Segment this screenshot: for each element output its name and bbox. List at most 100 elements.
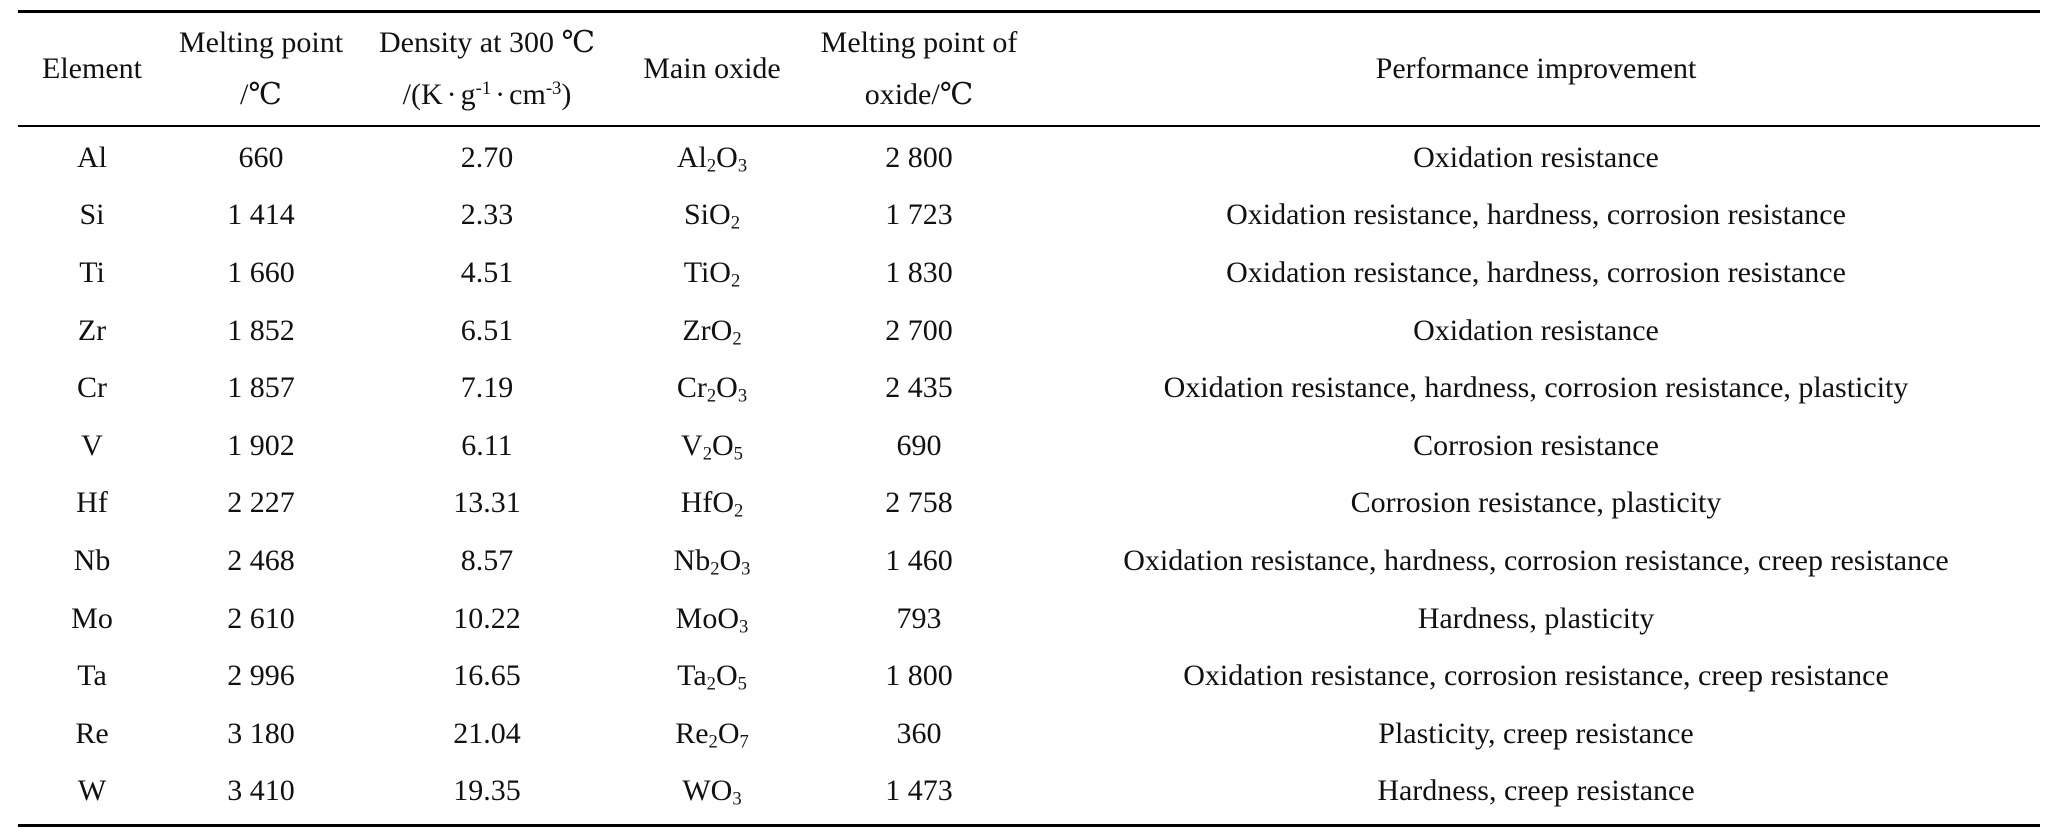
cell-melting-point: 3 410 bbox=[227, 774, 295, 808]
oxide-subscript: 5 bbox=[737, 673, 747, 695]
cell-oxide-melting-point: 360 bbox=[896, 716, 942, 750]
cell-melting-point: 1 660 bbox=[227, 255, 295, 289]
cell-element: Re bbox=[75, 716, 109, 750]
density-unit-g-exponent: -1 bbox=[475, 77, 492, 99]
cell-performance: Corrosion resistance bbox=[1413, 428, 1659, 462]
table-top-rule bbox=[18, 10, 2040, 13]
cell-density: 2.70 bbox=[460, 140, 514, 174]
cell-oxide-melting-point: 2 435 bbox=[885, 371, 953, 405]
table-bottom-rule bbox=[18, 824, 2040, 828]
cell-oxide-melting-point: 2 758 bbox=[885, 486, 953, 520]
cell-melting-point: 1 414 bbox=[227, 198, 295, 232]
cell-density: 2.33 bbox=[460, 198, 514, 232]
cell-element: Hf bbox=[76, 486, 108, 520]
density-unit-close: ) bbox=[561, 78, 572, 111]
cell-main-oxide: Re2O7 bbox=[618, 716, 806, 753]
table-row: Zr 1 852 6.51 ZrO2 2 700 Oxidation resistance bbox=[18, 302, 2040, 360]
cell-performance: Oxidation resistance, hardness, corrosio… bbox=[1226, 255, 1846, 289]
cell-oxide-melting-point: 1 800 bbox=[885, 659, 953, 693]
oxide-symbol: O bbox=[712, 428, 734, 462]
cell-performance: Oxidation resistance, hardness, corrosio… bbox=[1163, 371, 1909, 405]
cell-melting-point: 1 857 bbox=[227, 371, 295, 405]
cell-main-oxide: Al2O3 bbox=[618, 140, 806, 175]
oxide-symbol: Re bbox=[675, 716, 709, 750]
oxide-subscript: 2 bbox=[730, 213, 740, 235]
header-density-line1: Density at 300 ℃ bbox=[378, 26, 596, 59]
cell-density: 7.19 bbox=[460, 371, 514, 405]
cell-performance: Plasticity, creep resistance bbox=[1378, 716, 1694, 750]
cell-melting-point: 2 610 bbox=[227, 601, 295, 635]
cell-element: Ta bbox=[77, 659, 107, 693]
cell-oxide-melting-point: 1 473 bbox=[885, 774, 953, 808]
table-header-row: Element Melting point /℃ Density at 300 … bbox=[18, 13, 2040, 125]
oxide-subscript: 3 bbox=[732, 788, 742, 810]
cell-main-oxide: V2O5 bbox=[618, 428, 806, 465]
oxide-symbol: O bbox=[719, 543, 742, 577]
cell-density: 8.57 bbox=[460, 543, 514, 577]
oxide-symbol: MoO bbox=[675, 601, 740, 635]
header-element: Element bbox=[42, 52, 142, 85]
header-density-line2: /(K · g-1 · cm-3) bbox=[356, 77, 618, 111]
cell-oxide-melting-point: 2 800 bbox=[885, 140, 953, 174]
cell-performance: Oxidation resistance bbox=[1413, 140, 1659, 174]
oxide-symbol: SiO bbox=[684, 198, 731, 232]
oxide-symbol: Nb bbox=[673, 543, 711, 577]
table-row: Nb 2 468 8.57 Nb2O3 1 460 Oxidation resistanc… bbox=[18, 532, 2040, 590]
cell-melting-point: 2 996 bbox=[227, 659, 295, 693]
cell-oxide-melting-point: 1 830 bbox=[885, 255, 953, 289]
cell-oxide-melting-point: 690 bbox=[896, 428, 942, 462]
table-row: Mo 2 610 10.22 MoO3 793 Hardness, plasticity bbox=[18, 590, 2040, 648]
cell-main-oxide: WO3 bbox=[618, 774, 806, 809]
header-main-oxide: Main oxide bbox=[643, 52, 781, 85]
oxide-symbol: TiO bbox=[683, 255, 731, 289]
oxide-symbol: V bbox=[681, 428, 703, 462]
cell-element: Nb bbox=[73, 543, 111, 577]
cell-main-oxide: Nb2O3 bbox=[618, 543, 806, 578]
cell-performance: Oxidation resistance bbox=[1413, 313, 1659, 347]
cell-performance: Corrosion resistance, plasticity bbox=[1350, 486, 1722, 520]
table-row: Cr 1 857 7.19 Cr2O3 2 435 Oxidation resistanc… bbox=[18, 359, 2040, 417]
header-melting-point-line2: /℃ bbox=[240, 78, 282, 111]
oxide-subscript: 2 bbox=[732, 328, 742, 350]
oxide-subscript: 2 bbox=[730, 270, 741, 292]
cell-density: 21.04 bbox=[453, 716, 521, 750]
header-oxide-mp-line1: Melting point of bbox=[820, 26, 1018, 59]
cell-density: 6.51 bbox=[460, 313, 514, 347]
density-unit-dot2: · bbox=[495, 78, 506, 111]
oxide-subscript: 5 bbox=[733, 443, 743, 465]
cell-melting-point: 660 bbox=[238, 140, 284, 174]
table-row: Hf 2 227 13.31 HfO2 2 758 Corrosion resistanc… bbox=[18, 475, 2040, 533]
cell-oxide-melting-point: 2 700 bbox=[885, 313, 953, 347]
oxide-subscript: 2 bbox=[706, 673, 716, 695]
table-row: Si 1 414 2.33 SiO2 1 723 Oxidation resistance… bbox=[18, 187, 2040, 245]
oxide-symbol: WO bbox=[682, 774, 733, 808]
cell-performance: Oxidation resistance, hardness, corrosio… bbox=[1123, 543, 1949, 577]
oxide-symbol: Cr bbox=[676, 371, 707, 405]
oxide-symbol: O bbox=[716, 371, 738, 405]
cell-main-oxide: MoO3 bbox=[618, 601, 806, 636]
oxide-subscript: 2 bbox=[708, 731, 718, 753]
cell-element: Cr bbox=[77, 371, 107, 405]
header-melting-point-line1: Melting point bbox=[178, 26, 344, 59]
cell-oxide-melting-point: 1 460 bbox=[885, 543, 953, 577]
cell-element: Al bbox=[77, 140, 107, 174]
table-row: Ta 2 996 16.65 Ta2O5 1 800 Oxidation resistan… bbox=[18, 647, 2040, 705]
cell-main-oxide: Cr2O3 bbox=[618, 371, 806, 406]
cell-density: 6.11 bbox=[461, 428, 513, 462]
oxide-symbol: Ta bbox=[677, 659, 707, 693]
cell-melting-point: 1 852 bbox=[227, 313, 295, 347]
density-unit-g: g bbox=[460, 78, 476, 111]
oxide-symbol: Al bbox=[676, 140, 707, 174]
cell-element: V bbox=[81, 428, 103, 462]
cell-performance: Oxidation resistance, hardness, corrosio… bbox=[1226, 198, 1846, 232]
cell-melting-point: 2 227 bbox=[227, 486, 295, 520]
cell-element: Zr bbox=[77, 313, 107, 347]
cell-performance: Oxidation resistance, corrosion resistan… bbox=[1183, 659, 1889, 693]
cell-density: 10.22 bbox=[453, 601, 521, 635]
header-oxide-mp-line2: oxide/℃ bbox=[864, 78, 974, 111]
header-melting-point: Melting point /℃ bbox=[166, 28, 356, 110]
density-unit-open: /(K bbox=[402, 78, 443, 111]
cell-main-oxide: ZrO2 bbox=[618, 315, 806, 350]
oxide-subscript: 2 bbox=[706, 385, 717, 407]
